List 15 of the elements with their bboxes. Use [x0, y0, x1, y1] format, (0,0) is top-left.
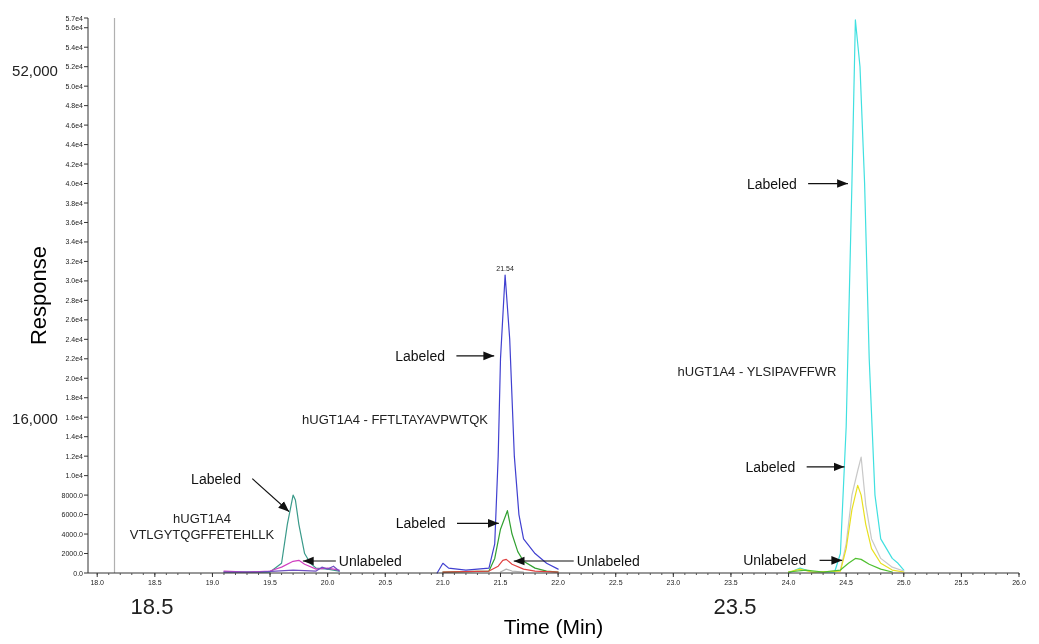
- annotation: hUGT1A4 - FFTLTAYAVPWTQK: [302, 412, 489, 427]
- annotation: Labeled: [191, 470, 241, 487]
- annotation: Unlabeled: [338, 553, 402, 570]
- annotation: Labeled: [395, 515, 446, 532]
- annotation: hUGT1A4 - YLSIPAVFFWR: [677, 364, 837, 379]
- x-axis-title: Time (Min): [503, 615, 604, 638]
- text: 16,000: [12, 410, 58, 427]
- annotation: Unlabeled: [576, 553, 640, 570]
- text: 52,000: [12, 62, 58, 79]
- annotation: Unlabeled: [743, 552, 807, 569]
- annotation: Labeled: [746, 175, 797, 192]
- annotation: hUGT1A4 VTLGYTQGFFETEHLLK: [129, 511, 275, 543]
- annotation: Labeled: [395, 347, 446, 364]
- annotation: Labeled: [745, 458, 796, 475]
- y-axis-title: Response: [26, 245, 51, 346]
